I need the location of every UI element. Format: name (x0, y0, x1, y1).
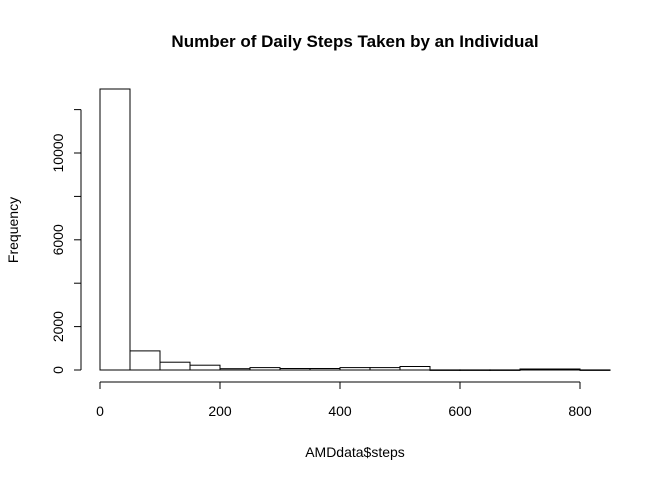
histogram-bar (489, 369, 521, 371)
histogram-bar (339, 367, 371, 371)
y-axis: 0 2000 6000 10000 (50, 109, 82, 374)
histogram-bar (579, 369, 611, 371)
histogram-bar (459, 369, 491, 371)
histogram-bar (99, 88, 131, 371)
histogram-bars (99, 88, 611, 371)
histogram-bar (369, 367, 401, 371)
histogram-bar (219, 368, 251, 371)
y-tick-label: 0 (50, 366, 66, 374)
x-tick-label: 600 (448, 403, 472, 419)
y-tick-label: 2000 (50, 311, 66, 342)
x-tick-label: 200 (208, 403, 232, 419)
histogram-bar (189, 364, 221, 371)
chart-title: Number of Daily Steps Taken by an Indivi… (171, 32, 538, 51)
histogram-bar (249, 367, 281, 371)
y-tick-label: 6000 (50, 224, 66, 255)
x-tick-label: 400 (328, 403, 352, 419)
histogram-bar (309, 368, 341, 371)
y-axis-label: Frequency (5, 197, 21, 263)
x-tick-label: 0 (96, 403, 104, 419)
x-axis-label: AMDdata$steps (305, 444, 405, 460)
x-tick-label: 800 (568, 403, 592, 419)
histogram-bar (549, 368, 581, 371)
x-axis: 0 200 400 600 800 (96, 381, 592, 419)
histogram-bar (129, 350, 161, 371)
histogram-bar (429, 369, 461, 371)
histogram-bar (519, 368, 551, 371)
histogram-bar (399, 366, 431, 371)
histogram-bar (279, 368, 311, 371)
y-tick-label: 10000 (50, 133, 66, 172)
histogram-bar (159, 361, 191, 371)
